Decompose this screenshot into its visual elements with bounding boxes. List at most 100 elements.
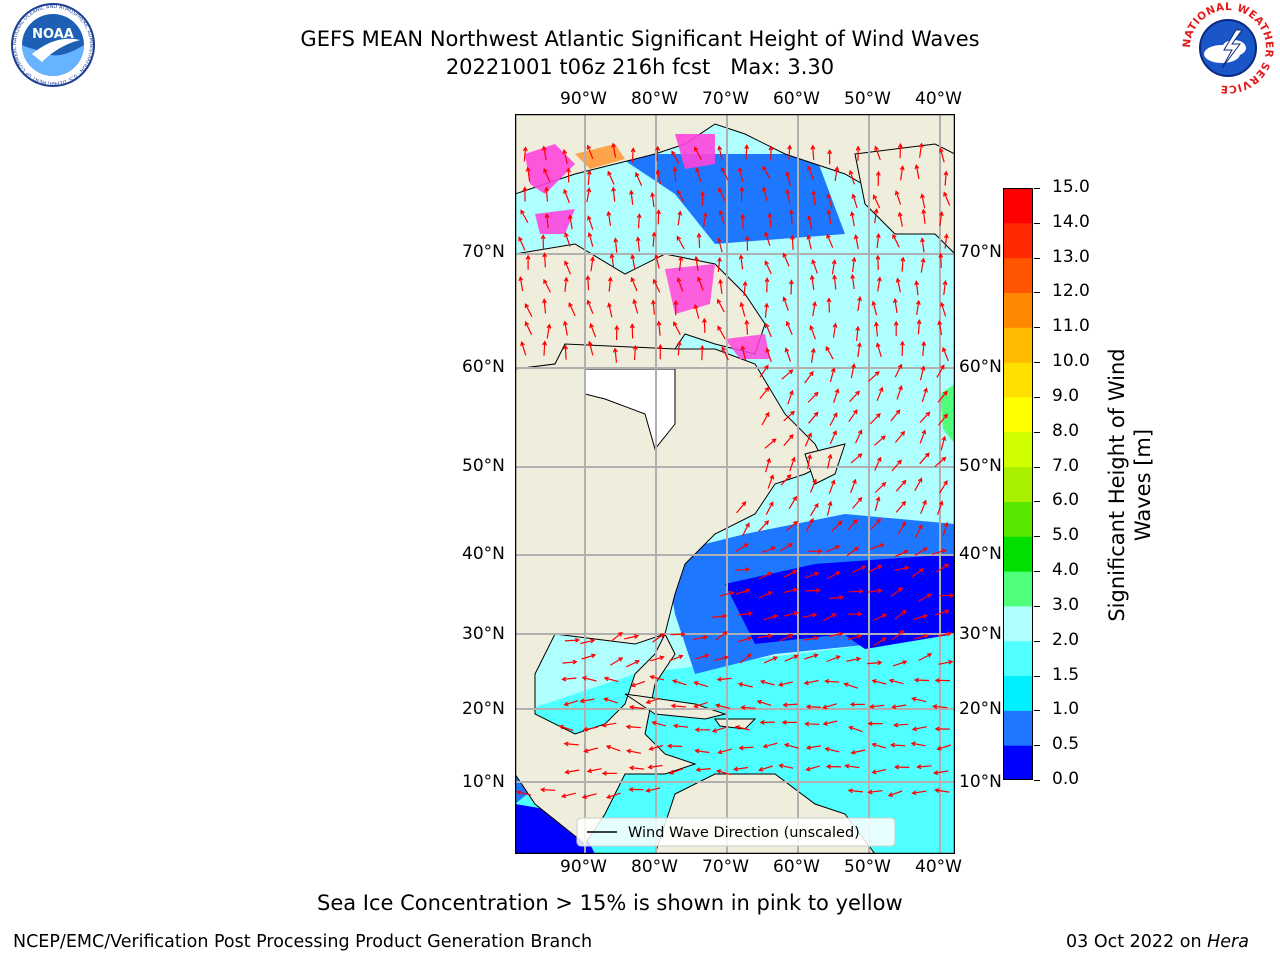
wave-arrow xyxy=(544,186,550,202)
wave-arrow xyxy=(804,635,820,641)
wave-arrow xyxy=(920,237,925,253)
wave-arrow xyxy=(609,657,624,666)
wave-arrow xyxy=(587,340,594,356)
wave-arrow xyxy=(919,452,930,465)
wave-arrow xyxy=(850,749,866,755)
wave-arrow xyxy=(744,235,750,251)
wave-arrow xyxy=(630,253,636,269)
lon-label-top: 70°W xyxy=(702,89,749,109)
wave-arrow xyxy=(919,411,931,424)
wave-arrow xyxy=(943,233,949,249)
wave-arrow xyxy=(586,299,594,314)
wave-arrow xyxy=(694,748,710,754)
wave-arrow xyxy=(677,189,685,204)
wave-arrow xyxy=(759,679,775,686)
colorbar-swatch xyxy=(1003,222,1033,259)
colorbar-tick-mark xyxy=(1034,257,1040,259)
wave-arrow xyxy=(916,764,932,770)
wave-arrow xyxy=(802,612,818,618)
wave-arrow xyxy=(871,300,878,316)
wave-arrow xyxy=(716,237,723,253)
wave-arrow xyxy=(869,413,881,425)
map-frame xyxy=(514,113,956,855)
wave-arrow xyxy=(919,365,926,381)
wave-arrow xyxy=(635,171,643,187)
wave-arrow xyxy=(672,166,678,182)
wave-arrow xyxy=(874,456,882,471)
wave-arrow xyxy=(826,193,833,209)
colorbar-swatch xyxy=(1003,605,1033,642)
sea-ice-patch xyxy=(575,144,625,169)
wave-arrow xyxy=(589,322,597,338)
wave-arrow xyxy=(921,387,928,403)
wave-arrow xyxy=(848,725,863,733)
wave-arrow xyxy=(788,495,797,510)
wave-arrow xyxy=(645,787,661,793)
sea-ice-patch xyxy=(525,144,575,194)
wave-arrow xyxy=(625,724,641,730)
wave-arrow xyxy=(787,389,794,405)
wave-arrow xyxy=(916,319,922,335)
wave-arrow xyxy=(717,145,723,161)
wave-arrow xyxy=(525,166,531,182)
wave-arrow xyxy=(869,704,885,709)
wave-arrow xyxy=(826,655,841,663)
wave-arrow xyxy=(782,252,790,267)
wave-arrow xyxy=(739,186,745,202)
wave-arrow xyxy=(896,385,903,400)
wave-height-map[interactable]: Wind Wave Direction (unscaled) xyxy=(514,113,956,855)
wave-arrow xyxy=(702,211,708,228)
lat-label-left: 10°N xyxy=(462,772,505,792)
wave-arrow xyxy=(936,563,950,573)
wave-arrow xyxy=(676,340,682,356)
wave-arrow xyxy=(716,676,732,682)
wave-arrow xyxy=(897,521,906,535)
lon-label-top: 90°W xyxy=(560,89,607,109)
wave-arrow xyxy=(656,320,662,336)
wave-arrow xyxy=(669,654,684,662)
wave-arrow xyxy=(852,565,867,574)
wave-arrow xyxy=(624,634,640,640)
wave-arrow xyxy=(626,660,641,668)
wave-arrow xyxy=(738,254,744,270)
wave-arrow xyxy=(543,278,552,293)
sea-ice-patch xyxy=(535,209,575,234)
wave-arrow xyxy=(765,457,771,473)
wave-arrow xyxy=(781,719,797,725)
wave-arrow xyxy=(630,276,638,292)
wave-arrow xyxy=(601,770,618,776)
wave-arrow xyxy=(911,696,927,703)
wave-arrow xyxy=(742,522,750,537)
wave-arrow xyxy=(759,386,770,399)
map-panel[interactable]: Wind Wave Direction (unscaled) xyxy=(514,113,956,855)
wave-arrow xyxy=(647,764,663,770)
wave-arrow xyxy=(636,213,642,229)
wave-arrow xyxy=(697,276,704,291)
colorbar-tick-label: 0.0 xyxy=(1052,769,1080,789)
wave-arrow xyxy=(563,188,570,204)
wave-arrow xyxy=(829,429,837,445)
wave-arrow xyxy=(897,142,903,159)
wave-arrow xyxy=(786,520,799,532)
wave-arrow xyxy=(763,614,779,621)
wave-arrow xyxy=(826,297,832,313)
wave-arrow xyxy=(825,345,834,360)
sea-ice-patch xyxy=(725,334,770,359)
wave-arrow xyxy=(739,301,746,317)
wave-arrow xyxy=(876,386,884,402)
wave-arrow xyxy=(895,479,907,492)
colorbar-swatch xyxy=(1003,257,1033,293)
wave-arrow xyxy=(867,721,883,727)
wave-arrow xyxy=(541,145,547,161)
colorbar-tick-mark xyxy=(1034,640,1040,642)
colorbar-tick-label: 3.0 xyxy=(1052,594,1080,615)
wave-arrow xyxy=(938,147,945,163)
wave-arrow xyxy=(719,590,735,597)
wave-arrow xyxy=(936,631,952,637)
wave-arrow xyxy=(807,453,812,470)
wave-arrow xyxy=(851,256,857,272)
wave-arrow xyxy=(607,170,615,185)
wave-arrow xyxy=(654,253,660,269)
wave-arrow xyxy=(781,369,794,380)
wave-arrow xyxy=(694,727,710,733)
